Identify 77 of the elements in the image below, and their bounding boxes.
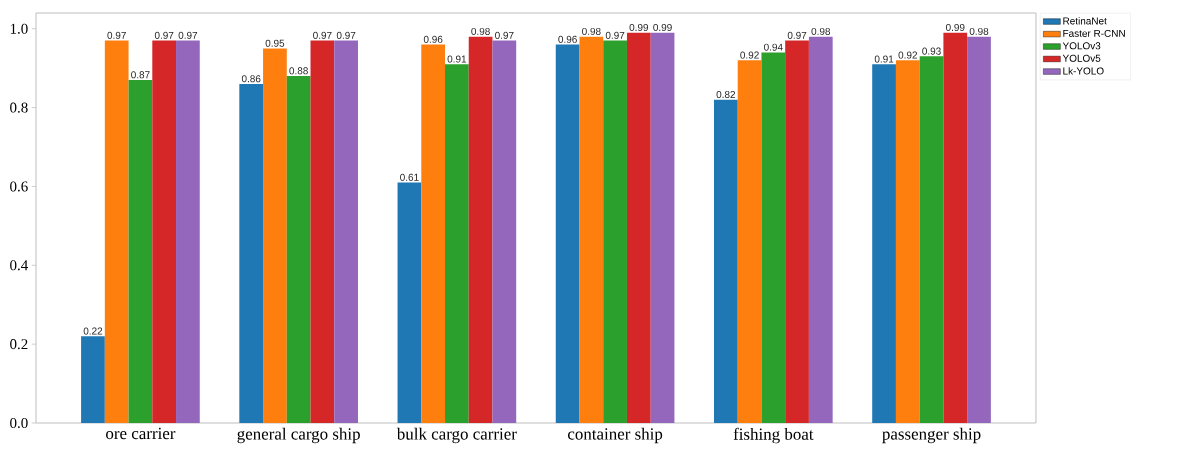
bar bbox=[334, 40, 358, 423]
x-tick-label: bulk cargo carrier bbox=[396, 427, 517, 444]
data-label: 0.22 bbox=[83, 327, 103, 335]
bar bbox=[239, 83, 264, 423]
legend-label: Lk-YOLO bbox=[1063, 67, 1104, 75]
data-label: 0.93 bbox=[922, 47, 941, 55]
data-label: 0.82 bbox=[716, 90, 736, 99]
data-label: 0.98 bbox=[811, 27, 831, 35]
bar bbox=[872, 64, 896, 423]
bar bbox=[579, 36, 604, 423]
data-label: 0.97 bbox=[313, 31, 332, 39]
bar bbox=[713, 99, 738, 423]
bar bbox=[81, 336, 105, 423]
data-label: 0.86 bbox=[241, 75, 261, 83]
y-tick-label: 0.4 bbox=[10, 260, 28, 271]
legend-label: Faster R-CNN bbox=[1063, 29, 1125, 37]
data-label: 0.97 bbox=[495, 31, 514, 39]
bar bbox=[286, 76, 311, 423]
bar bbox=[808, 36, 833, 423]
data-label: 0.97 bbox=[107, 31, 126, 39]
y-tick-label: 0.8 bbox=[10, 102, 28, 113]
data-label: 0.97 bbox=[787, 31, 807, 39]
data-label: 0.99 bbox=[653, 23, 672, 31]
data-label: 0.99 bbox=[945, 23, 965, 31]
bar bbox=[919, 56, 944, 423]
bar bbox=[943, 32, 968, 423]
bar bbox=[104, 40, 129, 423]
bar bbox=[785, 40, 809, 423]
data-label: 0.61 bbox=[400, 173, 419, 181]
data-label: 0.97 bbox=[336, 31, 356, 39]
legend-label: YOLOv3 bbox=[1062, 42, 1101, 50]
bar bbox=[176, 40, 200, 423]
bar bbox=[128, 80, 153, 423]
data-label: 0.98 bbox=[582, 27, 601, 35]
y-tick-label: 0.0 bbox=[10, 417, 28, 429]
legend-label: YOLOv5 bbox=[1062, 54, 1101, 62]
bar bbox=[761, 52, 786, 423]
legend-label: RetinaNet bbox=[1063, 17, 1107, 25]
x-tick-label: general cargo ship bbox=[237, 427, 360, 444]
bar bbox=[310, 40, 335, 423]
bar bbox=[603, 40, 627, 423]
bar bbox=[421, 44, 445, 423]
data-label: 0.94 bbox=[764, 43, 783, 51]
data-label: 0.92 bbox=[898, 51, 917, 59]
bar bbox=[263, 48, 287, 423]
data-label: 0.87 bbox=[131, 71, 150, 79]
y-tick-label: 1.0 bbox=[10, 23, 28, 34]
data-label: 0.95 bbox=[265, 39, 285, 47]
bar bbox=[555, 44, 580, 423]
data-label: 0.97 bbox=[154, 31, 174, 39]
bar bbox=[468, 36, 493, 423]
data-label: 0.92 bbox=[740, 51, 759, 59]
x-tick-label: container ship bbox=[568, 427, 663, 444]
bar bbox=[492, 40, 517, 423]
data-label: 0.99 bbox=[629, 23, 649, 31]
data-label: 0.97 bbox=[605, 31, 625, 39]
bar bbox=[626, 32, 651, 423]
data-label: 0.96 bbox=[423, 35, 443, 43]
y-tick-label: 0.2 bbox=[10, 339, 28, 350]
x-tick-label: passenger ship bbox=[882, 427, 981, 444]
data-label: 0.91 bbox=[874, 55, 894, 63]
data-label: 0.98 bbox=[969, 27, 989, 35]
bar bbox=[967, 36, 991, 423]
data-label: 0.88 bbox=[289, 67, 308, 75]
data-label: 0.97 bbox=[178, 31, 198, 39]
bar bbox=[737, 60, 762, 423]
bar bbox=[397, 182, 422, 423]
bar bbox=[650, 32, 675, 423]
data-label: 0.96 bbox=[558, 35, 577, 43]
y-tick-label: 0.6 bbox=[10, 181, 28, 192]
x-tick-label: fishing boat bbox=[733, 427, 814, 444]
bar bbox=[152, 40, 177, 423]
data-label: 0.98 bbox=[471, 27, 490, 35]
bar bbox=[445, 64, 469, 423]
x-tick-label: ore carrier bbox=[106, 427, 176, 440]
bar bbox=[895, 60, 920, 423]
data-label: 0.91 bbox=[447, 55, 467, 63]
